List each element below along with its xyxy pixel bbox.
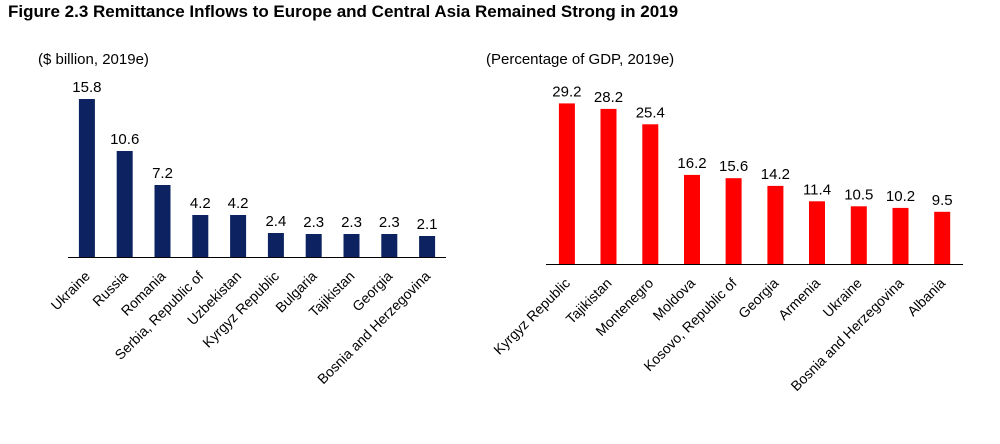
chart-unit-label: ($ billion, 2019e) (38, 51, 149, 68)
bar (809, 201, 825, 264)
bar (725, 178, 742, 264)
bar (419, 236, 436, 257)
bar (192, 215, 209, 257)
data-label: 2.3 (303, 214, 324, 231)
bar (767, 185, 784, 264)
category-tick-label: Ukraine (48, 268, 94, 314)
data-label: 15.8 (72, 79, 101, 96)
category-tick-label: Georgia (735, 275, 782, 322)
bar (230, 215, 247, 257)
data-label: 2.3 (341, 214, 362, 231)
data-label: 7.2 (152, 165, 173, 182)
data-label: 16.2 (677, 155, 706, 172)
data-label: 25.4 (636, 104, 665, 121)
bar (642, 124, 659, 264)
data-label: 28.2 (594, 89, 623, 106)
chart-remittance-pct-gdp: (Percentage of GDP, 2019e) 29.2 Kyrgyz Re… (486, 51, 963, 394)
bar (892, 207, 909, 264)
bar (934, 211, 951, 265)
bar (558, 103, 575, 265)
data-label: 10.6 (110, 131, 139, 148)
chart-remittance-billion: ($ billion, 2019e) 15.8Ukraine10.6Russia… (38, 51, 446, 387)
bar (850, 206, 867, 265)
data-label: 4.2 (190, 195, 211, 212)
data-label: 10.2 (886, 188, 915, 205)
data-label: 2.1 (417, 216, 438, 233)
bar (78, 99, 95, 257)
bar (305, 234, 322, 257)
data-label: 2.4 (265, 213, 286, 230)
data-label: 11.4 (803, 181, 831, 198)
data-label: 9.5 (932, 192, 953, 209)
category-tick-label: Kyrgyz Republic (490, 275, 573, 358)
bar (684, 174, 700, 264)
chart-unit-label: (Percentage of GDP, 2019e) (486, 51, 674, 68)
data-label: 14.2 (761, 166, 790, 183)
data-label: 10.5 (844, 186, 873, 203)
bar (381, 234, 398, 257)
figure-title: Figure 2.3 Remittance Inflows to Europe … (8, 2, 679, 21)
category-tick-label: Albania (904, 275, 948, 319)
data-label: 4.2 (228, 195, 249, 212)
data-label: 29.2 (552, 83, 581, 100)
data-label: 2.3 (379, 214, 400, 231)
bar (600, 108, 617, 265)
bar (154, 185, 171, 257)
category-tick-label: Armenia (775, 275, 823, 323)
bar (116, 151, 133, 257)
data-label: 15.6 (719, 158, 748, 175)
bar (267, 233, 284, 257)
bar (343, 234, 360, 257)
